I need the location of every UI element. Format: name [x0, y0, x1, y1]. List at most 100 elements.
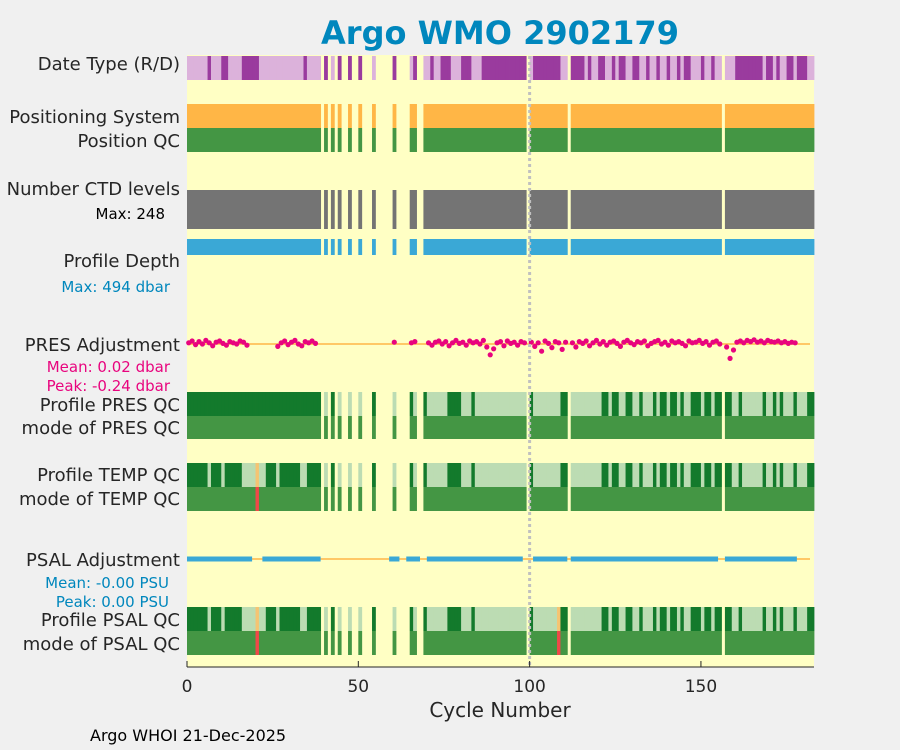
psal-qc-cell — [217, 607, 222, 631]
date-type-cell — [793, 56, 798, 80]
positioning-cell — [214, 104, 219, 128]
position-qc-cell — [700, 128, 705, 152]
pres-mode-cell — [759, 416, 764, 439]
profile-depth-cell — [187, 239, 191, 255]
psal-mode-cell — [776, 631, 781, 655]
pres-mode-cell — [742, 416, 746, 439]
positioning-cell — [231, 104, 236, 128]
profile-depth-cell — [409, 239, 414, 255]
date-type-cell — [409, 56, 414, 80]
psal-mode-cell — [680, 631, 685, 655]
position-qc-cell — [430, 128, 435, 152]
psal-qc-cell — [498, 607, 503, 631]
profile-depth-cell — [810, 239, 815, 255]
temp-qc-cell — [300, 463, 304, 487]
pres-qc-cell — [443, 392, 448, 416]
psal-mode-cell — [310, 631, 315, 655]
date-type-cell — [694, 56, 698, 80]
psal-mode-cell — [704, 631, 709, 655]
positioning-cell — [663, 104, 668, 128]
date-type-cell — [282, 56, 287, 80]
profile-depth-cell — [190, 239, 195, 255]
temp-mode-cell — [265, 487, 270, 511]
positioning-cell — [324, 104, 328, 128]
positioning-cell — [700, 104, 705, 128]
pres-adjustment-point — [792, 340, 798, 346]
psal-qc-cell — [683, 607, 688, 631]
psal-qc-cell — [255, 607, 260, 631]
temp-mode-cell — [515, 487, 520, 511]
positioning-cell — [437, 104, 441, 128]
psal-mode-cell — [755, 631, 760, 655]
pres-qc-cell — [680, 392, 685, 416]
date-type-cell — [461, 56, 465, 80]
ctd-levels-cell — [282, 190, 287, 229]
pres-mode-cell — [772, 416, 777, 439]
pres-qc-cell — [546, 392, 551, 416]
pres-adjustment-point — [545, 340, 552, 346]
pres-mode-cell — [724, 416, 729, 439]
pres-mode-cell — [409, 416, 414, 439]
profile-depth-cell — [724, 239, 729, 255]
temp-mode-cell — [485, 487, 489, 511]
ctd-levels-cell — [783, 190, 787, 229]
psal-qc-cell — [324, 607, 328, 631]
pres-adjustment-point — [443, 339, 449, 345]
psal-mode-cell — [700, 631, 705, 655]
pres-qc-cell — [447, 392, 452, 416]
profile-depth-cell — [498, 239, 503, 255]
pres-mode-cell — [481, 416, 486, 439]
position-qc-cell — [574, 128, 578, 152]
pres-mode-cell — [707, 416, 712, 439]
ctd-levels-cell — [673, 190, 678, 229]
pres-qc-cell — [807, 392, 811, 416]
psal-mode-cell — [372, 631, 376, 655]
psal-qc-cell — [735, 607, 740, 631]
position-qc-cell — [217, 128, 222, 152]
pres-mode-cell — [560, 416, 565, 439]
profile-depth-cell — [228, 239, 232, 255]
psal-mode-cell — [656, 631, 661, 655]
date-type-cell — [443, 56, 448, 80]
psal-adjustment-segment — [406, 556, 420, 562]
pres-adjustment-point — [189, 338, 195, 344]
positioning-cell — [550, 104, 555, 128]
temp-qc-cell — [790, 463, 794, 487]
psal-qc-cell — [430, 607, 435, 631]
psal-mode-cell — [577, 631, 582, 655]
pres-mode-cell — [622, 416, 626, 439]
pres-mode-cell — [214, 416, 219, 439]
position-qc-cell — [790, 128, 794, 152]
temp-mode-cell — [519, 487, 524, 511]
date-type-cell — [502, 56, 507, 80]
pres-qc-cell — [800, 392, 805, 416]
temp-qc-cell — [522, 463, 527, 487]
pres-mode-cell — [430, 416, 435, 439]
date-type-cell — [310, 56, 315, 80]
position-qc-cell — [642, 128, 647, 152]
position-qc-cell — [594, 128, 599, 152]
psal-qc-cell — [190, 607, 195, 631]
temp-mode-cell — [279, 487, 284, 511]
position-qc-cell — [228, 128, 232, 152]
date-type-cell — [803, 56, 808, 80]
ctd-levels-cell — [262, 190, 267, 229]
pres-mode-cell — [533, 416, 537, 439]
pres-qc-cell — [293, 392, 298, 416]
date-type-cell — [810, 56, 815, 80]
position-qc-cell — [276, 128, 280, 152]
psal-qc-cell — [718, 607, 722, 631]
date-type-cell — [224, 56, 229, 80]
psal-qc-cell — [488, 607, 493, 631]
psal-qc-cell — [248, 607, 253, 631]
positioning-cell — [187, 104, 191, 128]
pres-adjustment-point — [655, 337, 661, 343]
temp-mode-cell — [443, 487, 448, 511]
temp-qc-cell — [488, 463, 493, 487]
ctd-levels-cell — [214, 190, 219, 229]
psal-mode-cell — [234, 631, 239, 655]
pres-qc-cell — [190, 392, 195, 416]
position-qc-cell — [214, 128, 219, 152]
position-qc-cell — [704, 128, 709, 152]
ctd-levels-cell — [762, 190, 767, 229]
